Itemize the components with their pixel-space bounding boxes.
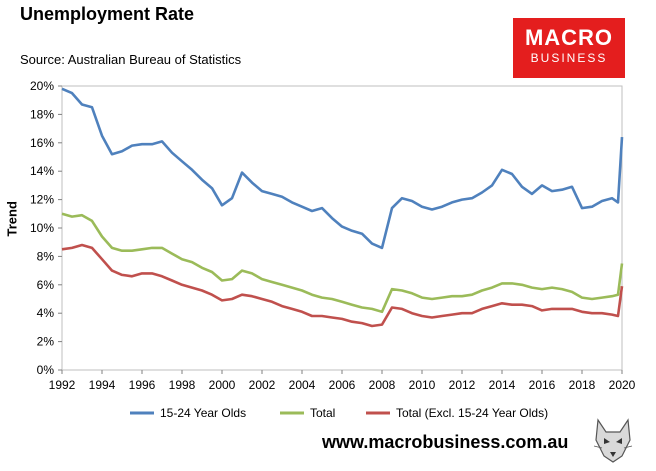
x-tick-label: 1994 (89, 378, 116, 392)
macrobusiness-logo: MACRO BUSINESS (513, 18, 625, 78)
x-tick-label: 2004 (289, 378, 316, 392)
x-tick-label: 2008 (369, 378, 396, 392)
x-tick-label: 2010 (409, 378, 436, 392)
y-tick-label: 0% (37, 363, 55, 377)
website-url: www.macrobusiness.com.au (322, 432, 569, 452)
x-tick-label: 2002 (249, 378, 276, 392)
x-tick-label: 2018 (569, 378, 596, 392)
x-tick-label: 1992 (49, 378, 76, 392)
y-tick-label: 12% (30, 193, 54, 207)
x-tick-label: 2014 (489, 378, 516, 392)
chart-title: Unemployment Rate (20, 4, 195, 24)
legend-label-3: Total (Excl. 15-24 Year Olds) (396, 406, 548, 420)
y-tick-label: 8% (37, 249, 55, 263)
y-tick-label: 16% (30, 136, 54, 150)
legend-label-2: Total (310, 406, 335, 420)
chart-source: Source: Australian Bureau of Statistics (20, 52, 242, 67)
x-tick-label: 1996 (129, 378, 156, 392)
fox-mascot-icon (593, 418, 633, 463)
y-tick-label: 14% (30, 164, 54, 178)
x-tick-label: 2012 (449, 378, 476, 392)
x-tick-label: 2020 (609, 378, 636, 392)
logo-line-1: MACRO (524, 25, 614, 50)
logo-line-2: BUSINESS (530, 51, 608, 65)
series-line-2 (61, 212, 624, 314)
y-tick-label: 10% (30, 221, 54, 235)
legend-label-1: 15-24 Year Olds (160, 406, 246, 420)
y-tick-label: 4% (37, 306, 55, 320)
x-tick-label: 1998 (169, 378, 196, 392)
x-tick-label: 2016 (529, 378, 556, 392)
series-line-1 (61, 87, 624, 250)
series-line-3 (61, 243, 624, 328)
x-tick-label: 2000 (209, 378, 236, 392)
y-tick-label: 18% (30, 107, 54, 121)
x-tick-label: 2006 (329, 378, 356, 392)
y-tick-label: 6% (37, 278, 55, 292)
y-tick-label: 2% (37, 335, 55, 349)
y-tick-label: 20% (30, 79, 54, 93)
